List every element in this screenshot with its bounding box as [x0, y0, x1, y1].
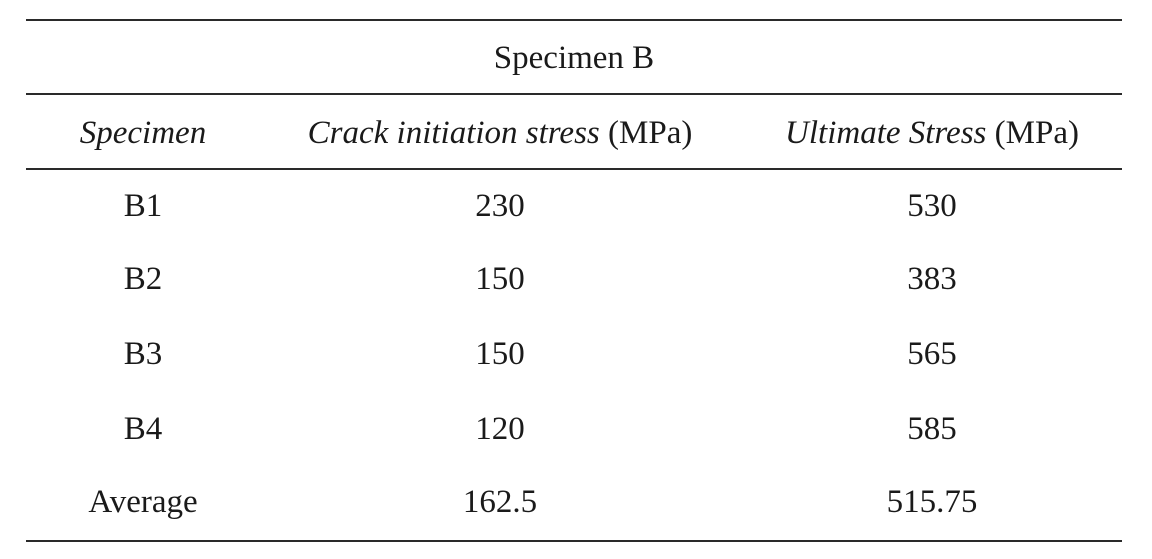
header-crack-initiation-stress: Crack initiation stress (MPa) — [262, 113, 738, 153]
cell-ultimate-stress: 585 — [907, 411, 957, 447]
cell-ultimate-stress: 565 — [907, 336, 957, 372]
cell-specimen: Average — [88, 484, 198, 520]
cell-crack-stress: 162.5 — [462, 484, 538, 520]
cell-specimen: B2 — [123, 261, 163, 297]
cell-crack-stress: 150 — [475, 336, 525, 372]
top-rule — [26, 19, 1122, 21]
cell-ultimate-stress: 530 — [907, 188, 957, 224]
cell-crack-stress: 150 — [475, 261, 525, 297]
header-ultimate-label: Ultimate Stress — [785, 115, 987, 151]
header-ultimate-stress: Ultimate Stress (MPa) — [740, 113, 1124, 153]
cell-crack-stress: 120 — [475, 411, 525, 447]
header-crack-unit: (MPa) — [599, 115, 693, 151]
table-caption: Specimen B — [493, 40, 655, 76]
cell-crack-stress: 230 — [475, 188, 525, 224]
cell-specimen: B1 — [123, 188, 163, 224]
cell-specimen: B4 — [123, 411, 163, 447]
cell-ultimate-stress: 515.75 — [886, 484, 978, 520]
header-ultimate-unit: (MPa) — [986, 115, 1079, 151]
header-crack-label: Crack initiation stress — [307, 115, 600, 151]
header-specimen: Specimen — [79, 115, 207, 151]
caption-rule — [26, 93, 1122, 95]
cell-ultimate-stress: 383 — [907, 261, 957, 297]
cell-specimen: B3 — [123, 336, 163, 372]
bottom-rule — [26, 540, 1122, 542]
header-rule — [26, 168, 1122, 170]
